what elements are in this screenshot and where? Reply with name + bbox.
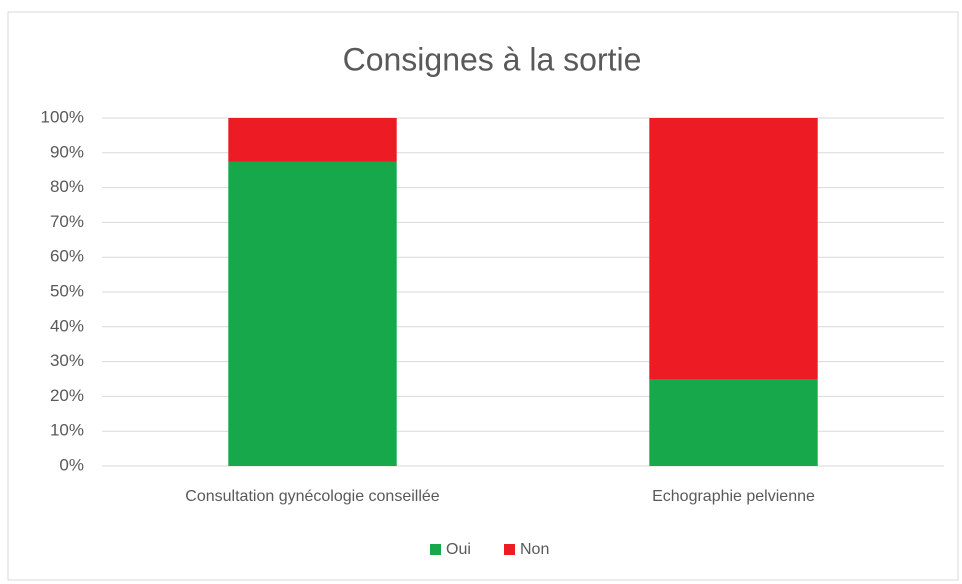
bar-segment: [649, 379, 818, 466]
chart-title: Consignes à la sortie: [343, 41, 642, 77]
y-tick-label: 80%: [50, 177, 84, 196]
y-tick-label: 90%: [50, 142, 84, 161]
y-tick-label: 10%: [50, 421, 84, 440]
y-tick-label: 20%: [50, 386, 84, 405]
bar-segment: [228, 161, 397, 466]
y-tick-label: 100%: [41, 107, 84, 126]
y-tick-label: 30%: [50, 351, 84, 370]
y-tick-label: 0%: [59, 455, 84, 474]
x-tick-label: Consultation gynécologie conseillée: [185, 488, 439, 505]
bar-segment: [649, 118, 818, 379]
legend-label: Oui: [446, 541, 471, 558]
y-tick-label: 50%: [50, 281, 84, 300]
y-tick-label: 60%: [50, 247, 84, 266]
y-tick-label: 40%: [50, 316, 84, 335]
legend-label: Non: [520, 541, 549, 558]
bar-segment: [228, 118, 397, 162]
y-tick-label: 70%: [50, 212, 84, 231]
legend-swatch: [504, 544, 515, 555]
x-tick-label: Echographie pelvienne: [652, 488, 815, 505]
legend-swatch: [430, 544, 441, 555]
